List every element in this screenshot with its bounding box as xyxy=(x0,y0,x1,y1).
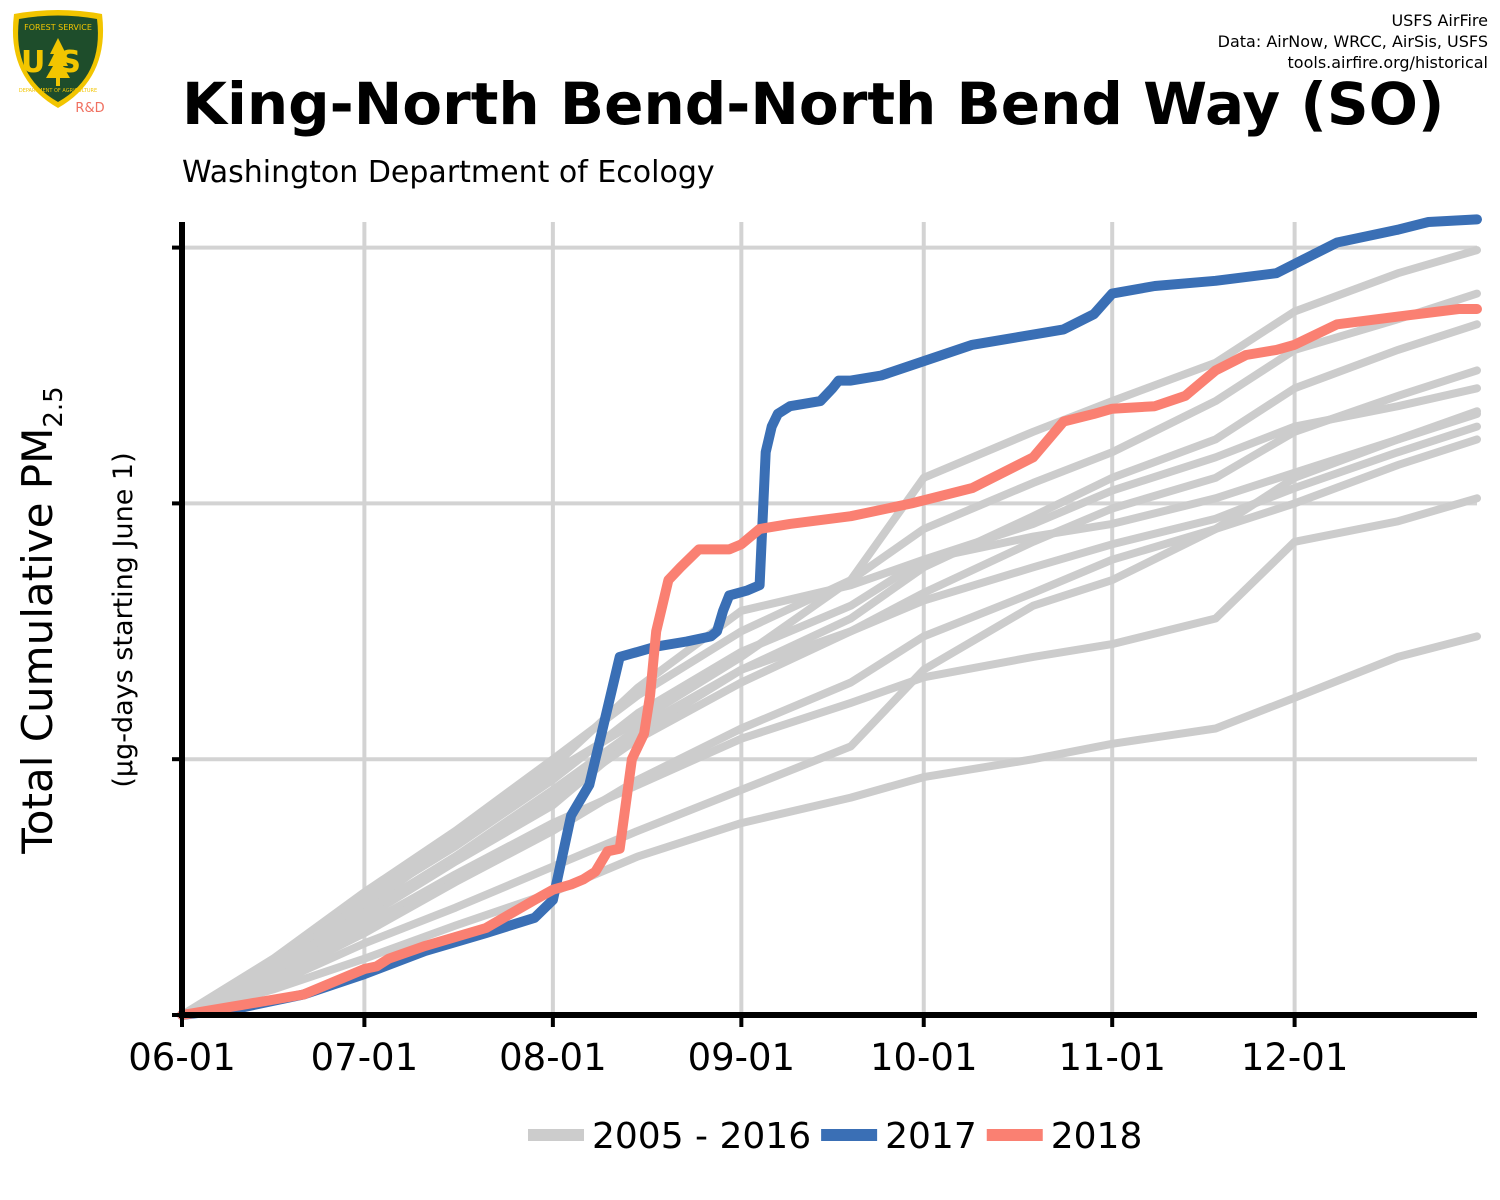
x-tick-label: 06-01 xyxy=(128,1036,236,1079)
x-tick-label: 08-01 xyxy=(499,1036,607,1079)
series-line-2005-2016 xyxy=(178,494,1481,1019)
x-tick-label: 12-01 xyxy=(1241,1036,1349,1079)
logo-department-text: DEPARTMENT OF AGRICULTURE xyxy=(19,88,97,94)
series-line-2005-2016 xyxy=(178,422,1481,1019)
x-tick-label: 07-01 xyxy=(311,1036,419,1079)
series-line-2005-2016 xyxy=(178,320,1481,1019)
series-line-2005-2016 xyxy=(178,632,1481,1019)
credit-line-airfire: USFS AirFire xyxy=(1391,11,1488,30)
y-axis-units: (µg-days starting June 1) xyxy=(108,452,139,787)
svg-text:Total Cumulative PM2.5: Total Cumulative PM2.5 xyxy=(13,386,69,854)
logo-tree-icon xyxy=(46,38,70,86)
series-line-2018 xyxy=(177,304,1482,1020)
y-axis-title: Total Cumulative PM2.5 xyxy=(13,386,69,854)
legend-label: 2018 xyxy=(1051,1116,1143,1157)
series-line-2005-2016 xyxy=(178,384,1481,1019)
legend-label: 2017 xyxy=(885,1116,977,1157)
legend-label: 2005 - 2016 xyxy=(592,1116,811,1157)
chart-subtitle: Washington Department of Ecology xyxy=(182,155,715,190)
data-credits: USFS AirFire Data: AirNow, WRCC, AirSis,… xyxy=(1218,10,1488,73)
legend: 2005 - 2016 2017 2018 xyxy=(528,1116,1142,1157)
credit-line-data-sources: Data: AirNow, WRCC, AirSis, USFS xyxy=(1217,32,1488,51)
chart-title: King-North Bend-North Bend Way (SO) xyxy=(182,70,1445,138)
x-tick-label: 11-01 xyxy=(1058,1036,1166,1079)
forest-service-logo: FOREST SERVICE US DEPARTMENT OF AGRICULT… xyxy=(12,10,105,116)
y-axis-label-subscript: 2.5 xyxy=(39,386,69,427)
logo-agency-text: FOREST SERVICE xyxy=(24,23,92,32)
x-tick-label: 09-01 xyxy=(688,1036,796,1079)
y-axis-label: Total Cumulative PM xyxy=(13,428,62,855)
credit-line-url: tools.airfire.org/historical xyxy=(1287,53,1488,72)
series-line-2005-2016 xyxy=(178,435,1481,1019)
logo-rd-text: R&D xyxy=(75,101,104,116)
x-tick-label: 10-01 xyxy=(870,1036,978,1079)
series-line-2005-2016 xyxy=(178,289,1481,1019)
